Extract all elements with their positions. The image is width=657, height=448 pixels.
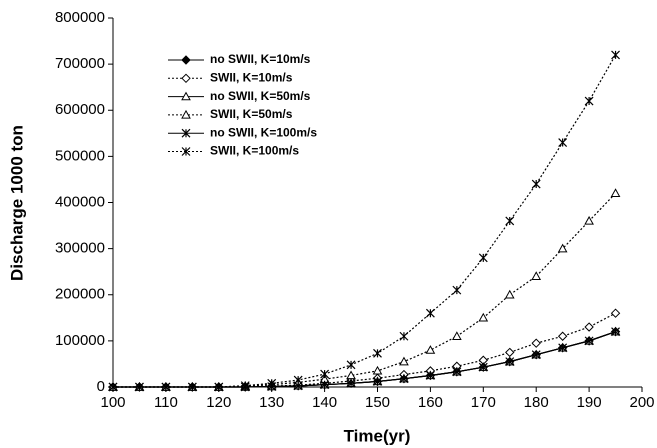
marker [181, 109, 191, 119]
x-tick-label: 190 [577, 394, 602, 411]
y-tick-label: 0 [97, 378, 105, 395]
marker [399, 331, 409, 341]
x-tick-label: 110 [154, 394, 178, 411]
marker [399, 374, 409, 384]
legend-label: no SWII, K=10m/s [210, 52, 311, 66]
y-tick-label: 100000 [55, 332, 105, 349]
y-tick-label: 600000 [55, 101, 105, 118]
marker [346, 370, 356, 380]
marker [478, 362, 488, 372]
marker [584, 336, 594, 346]
marker [346, 360, 356, 370]
marker [425, 345, 436, 354]
marker [373, 377, 382, 386]
marker [610, 188, 621, 197]
marker [320, 369, 330, 379]
y-tick-label: 800000 [55, 9, 105, 26]
y-tick-label: 400000 [55, 193, 105, 210]
marker [293, 375, 303, 385]
marker [181, 73, 191, 84]
y-tick-label: 500000 [55, 147, 105, 164]
y-tick-label: 300000 [55, 240, 105, 257]
x-tick-label: 160 [418, 394, 443, 411]
marker [584, 322, 594, 332]
marker [558, 343, 568, 353]
marker [452, 367, 462, 377]
y-axis-label: Discharge 1000 ton [7, 125, 26, 281]
marker [610, 308, 621, 318]
marker [346, 378, 356, 388]
marker [181, 55, 191, 65]
marker [372, 365, 383, 375]
legend: no SWII, K=10m/s SWII, K=10m/s no SWII, K=… [168, 52, 317, 158]
marker [611, 50, 620, 60]
marker [611, 327, 620, 337]
legend-label: no SWII, K=100m/s [210, 125, 317, 139]
legend-label: SWII, K=100m/s [210, 144, 299, 158]
marker [531, 350, 541, 360]
marker [584, 215, 594, 225]
marker [373, 348, 382, 358]
x-tick-label: 170 [471, 394, 496, 411]
marker [558, 138, 568, 147]
marker [425, 371, 435, 380]
marker [504, 289, 515, 299]
legend-label: no SWII, K=50m/s [210, 89, 311, 103]
marker [557, 243, 568, 253]
marker [399, 356, 409, 366]
marker [214, 382, 224, 392]
x-axis-label: Time(yr) [344, 426, 411, 445]
marker [531, 338, 541, 348]
marker [478, 253, 488, 263]
marker [187, 382, 197, 392]
x-tick-label: 130 [259, 394, 284, 411]
marker [478, 312, 489, 322]
x-tick-label: 200 [629, 394, 654, 411]
marker [135, 382, 144, 392]
series-line [113, 312, 616, 388]
x-tick-label: 150 [365, 394, 390, 411]
marker [181, 147, 191, 156]
x-tick-label: 140 [312, 394, 337, 411]
marker [181, 128, 191, 138]
marker [181, 91, 191, 101]
marker [240, 381, 250, 391]
marker [531, 271, 542, 280]
marker [161, 382, 171, 392]
marker [320, 380, 330, 390]
marker [108, 382, 118, 392]
series-line [113, 54, 617, 388]
x-tick-label: 100 [100, 394, 125, 411]
y-tick-label: 700000 [55, 55, 105, 72]
x-tick-label: 180 [524, 394, 549, 411]
marker [452, 285, 462, 295]
marker [267, 378, 277, 388]
series-line [113, 192, 616, 388]
x-tick-label: 120 [206, 394, 231, 411]
marker [505, 216, 515, 226]
legend-label: SWII, K=10m/s [210, 70, 293, 84]
legend-label: SWII, K=50m/s [210, 107, 293, 121]
marker [505, 357, 515, 367]
marker [584, 96, 594, 106]
series-line [113, 331, 616, 388]
marker [531, 179, 541, 189]
marker [557, 331, 568, 341]
y-tick-label: 200000 [55, 286, 105, 303]
marker [425, 308, 435, 318]
marker [452, 331, 462, 340]
marker [505, 347, 515, 358]
series-line [113, 331, 616, 388]
series-line [113, 331, 616, 388]
